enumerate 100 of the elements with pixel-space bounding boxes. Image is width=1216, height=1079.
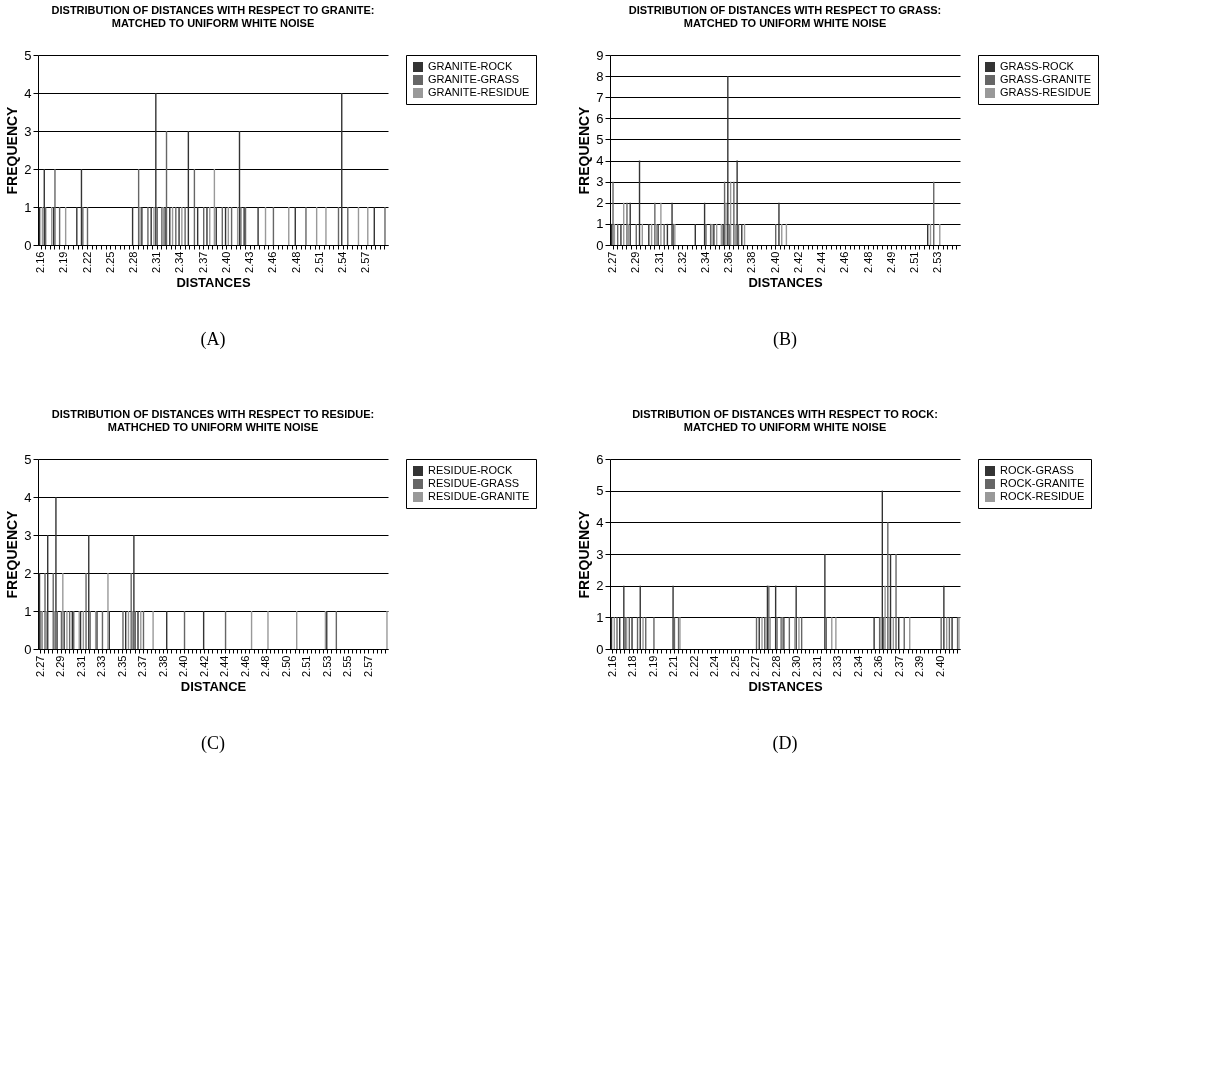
y-tick-label: 1 — [596, 609, 604, 625]
legend-label: GRASS-RESIDUE — [1000, 86, 1092, 98]
legend-label: GRASS-ROCK — [1000, 60, 1075, 72]
x-tick-label: 2.48 — [861, 251, 874, 273]
y-tick-label: 2 — [596, 195, 604, 211]
y-tick-label: 4 — [24, 85, 32, 101]
x-tick-label: 2.37 — [196, 251, 209, 273]
x-tick-label: 2.19 — [646, 655, 659, 677]
x-tick-label: 2.51 — [300, 655, 313, 677]
x-tick-label: 2.48 — [289, 251, 302, 273]
x-tick-label: 2.25 — [728, 655, 741, 677]
y-tick-label: 0 — [24, 237, 32, 253]
y-tick-label: 3 — [596, 174, 604, 190]
x-tick-label: 2.40 — [933, 655, 946, 677]
x-tick-label: 2.36 — [722, 251, 735, 273]
chart-title: DISTRIBUTION OF DISTANCES WITH RESPECT TO RESIDUE: MATHCHED TO UNIFORM WHITE NOISE — [51, 408, 375, 433]
chart-title: DISTRIBUTION OF DISTANCES WITH RESPECT TO ROCK: MATCHED TO UNIFORM WHITE NOISE — [632, 408, 938, 433]
x-tick-label: 2.35 — [115, 655, 128, 677]
x-tick-label: 2.33 — [95, 655, 108, 677]
x-tick-label: 2.30 — [790, 655, 803, 677]
x-tick-label: 2.28 — [126, 251, 139, 273]
x-tick-label: 2.25 — [103, 251, 116, 273]
y-tick-label: 1 — [596, 216, 604, 232]
x-axis-title: DISTANCES — [748, 274, 823, 290]
x-tick-label: 2.31 — [150, 251, 163, 273]
x-tick-label: 2.42 — [197, 655, 210, 677]
x-axis-title: DISTANCES — [748, 678, 823, 694]
x-tick-label: 2.18 — [626, 655, 639, 677]
x-tick-label: 2.29 — [54, 655, 67, 677]
x-tick-label: 2.44 — [218, 655, 231, 677]
x-tick-label: 2.33 — [831, 655, 844, 677]
x-tick-label: 2.40 — [219, 251, 232, 273]
x-tick-label: 2.57 — [361, 655, 374, 677]
x-tick-label: 2.40 — [177, 655, 190, 677]
y-tick-label: 2 — [24, 161, 32, 177]
x-tick-label: 2.22 — [80, 251, 93, 273]
y-tick-label: 0 — [596, 641, 604, 657]
x-tick-label: 2.36 — [872, 655, 885, 677]
x-tick-label: 2.37 — [892, 655, 905, 677]
x-tick-label: 2.48 — [259, 655, 272, 677]
x-tick-label: 2.19 — [57, 251, 70, 273]
x-tick-label: 2.37 — [136, 655, 149, 677]
y-tick-label: 5 — [24, 451, 32, 467]
y-tick-label: 5 — [596, 483, 604, 499]
y-tick-label: 4 — [596, 514, 604, 530]
legend-label: RESIDUE-GRANITE — [428, 490, 530, 502]
legend-label: GRANITE-RESIDUE — [428, 86, 530, 98]
y-axis-title: FREQUENCY — [4, 105, 21, 195]
legend-label: GRANITE-ROCK — [428, 60, 513, 72]
legend-label: ROCK-GRASS — [1000, 464, 1074, 476]
x-tick-label: 2.34 — [851, 655, 864, 677]
legend-label: ROCK-RESIDUE — [1000, 490, 1085, 502]
chart-title: DISTRIBUTION OF DISTANCES WITH RESPECT TO GRASS: MATCHED TO UNIFORM WHITE NOISE — [628, 4, 942, 29]
text: (C) — [201, 733, 225, 754]
x-tick-label: 2.50 — [279, 655, 292, 677]
x-tick-label: 2.31 — [74, 655, 87, 677]
y-tick-label: 3 — [24, 527, 32, 543]
x-tick-label: 2.54 — [336, 251, 349, 273]
y-tick-label: 1 — [24, 199, 32, 215]
legend-label: ROCK-GRANITE — [1000, 477, 1085, 489]
x-tick-label: 2.51 — [312, 251, 325, 273]
y-tick-label: 4 — [24, 489, 32, 505]
x-tick-label: 2.55 — [341, 655, 354, 677]
x-tick-label: 2.53 — [320, 655, 333, 677]
x-tick-label: 2.46 — [266, 251, 279, 273]
x-tick-label: 2.27 — [749, 655, 762, 677]
x-tick-label: 2.21 — [667, 655, 680, 677]
x-tick-label: 2.31 — [810, 655, 823, 677]
y-axis-title: FREQUENCY — [4, 509, 21, 599]
legend-label: GRASS-GRANITE — [1000, 73, 1092, 85]
y-tick-label: 4 — [596, 153, 604, 169]
x-tick-label: 2.16 — [605, 655, 618, 677]
y-tick-label: 9 — [596, 47, 604, 63]
y-tick-label: 5 — [596, 131, 604, 147]
legend-label: GRANITE-GRASS — [428, 73, 520, 85]
y-tick-label: 2 — [596, 578, 604, 594]
x-tick-label: 2.40 — [768, 251, 781, 273]
x-tick-label: 2.16 — [34, 251, 47, 273]
y-tick-label: 2 — [24, 565, 32, 581]
y-axis-title: FREQUENCY — [576, 105, 593, 195]
text: (A) — [200, 329, 226, 350]
x-tick-label: 2.49 — [884, 251, 897, 273]
y-tick-label: 0 — [24, 641, 32, 657]
x-tick-label: 2.38 — [156, 655, 169, 677]
y-tick-label: 6 — [596, 110, 604, 126]
x-tick-label: 2.46 — [838, 251, 851, 273]
x-tick-label: 2.46 — [238, 655, 251, 677]
x-tick-label: 2.24 — [708, 655, 721, 677]
x-tick-label: 2.32 — [675, 251, 688, 273]
x-tick-label: 2.57 — [359, 251, 372, 273]
x-tick-label: 2.22 — [687, 655, 700, 677]
x-axis-title: DISTANCE — [180, 678, 247, 694]
x-tick-label: 2.27 — [33, 655, 46, 677]
y-tick-label: 8 — [596, 68, 604, 84]
legend-label: RESIDUE-ROCK — [428, 464, 514, 476]
y-tick-label: 5 — [24, 47, 32, 63]
x-tick-label: 2.27 — [606, 251, 619, 273]
y-tick-label: 3 — [596, 546, 604, 562]
text: (B) — [773, 329, 797, 350]
legend-label: RESIDUE-GRASS — [428, 477, 520, 489]
